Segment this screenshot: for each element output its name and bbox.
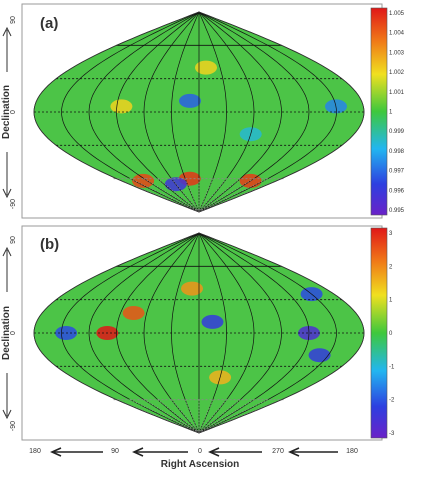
- panel-a-hotspot: [132, 173, 155, 188]
- panel-b-south-cap-ray: [198, 399, 268, 434]
- panel-a-y-arrowhead-down: [2, 188, 12, 199]
- panel-b-colorbar-tick-label: -3: [389, 431, 395, 437]
- panel-b-map-outline: [33, 232, 365, 434]
- panel-a-colorbar-tick-label: 0.999: [389, 129, 405, 135]
- panel-b-south-cap-ray: [184, 399, 200, 434]
- x-arrowhead-left-4: [288, 447, 300, 457]
- x-arrowhead-left-1: [50, 447, 62, 457]
- panel-b-colorbar-tick-label: -2: [389, 398, 395, 404]
- xtick-180-left: 180: [29, 448, 41, 455]
- panel-b-heat-spots: [55, 281, 331, 385]
- panel-a-colorbar-tick-label: 1.004: [389, 31, 405, 37]
- panel-b-colorbar-tick-label: -1: [389, 364, 395, 370]
- panel-a-south-cap-ray: [198, 178, 227, 213]
- panel-a-south-cap-ray: [198, 178, 214, 213]
- panel-a: (a) 1.005 1.004 1.003 1.002 1.001 1 0.999 0.998…: [1, 3, 405, 219]
- panel-a-hotspot: [195, 60, 217, 75]
- panel-b-colorbar-ticks: 3 2 1 0 -1 -2 -3: [389, 231, 395, 437]
- xtick-270: 270: [272, 448, 284, 455]
- panel-a-south-cap-ray: [130, 178, 200, 213]
- panel-b-hotspot: [122, 306, 145, 320]
- panel-a-hotspot: [179, 93, 201, 108]
- panel-a-colorbar-tick-label: 1.001: [389, 90, 405, 96]
- xtick-180-right: 180: [346, 448, 358, 455]
- panel-b-colorbar-tick-label: 0: [389, 331, 393, 337]
- panel-a-ytick-top: 90: [10, 16, 17, 24]
- panel-a-colorbar-tick-label: 1: [389, 110, 393, 116]
- panel-b-graticule: [33, 232, 365, 434]
- panel-a-colorbar: 1.005 1.004 1.003 1.002 1.001 1 0.999 0.998 0.99…: [370, 7, 405, 216]
- panel-a-south-cap-ray: [184, 178, 200, 213]
- panel-b-label: (b): [40, 236, 59, 253]
- panel-a-map-outline: [33, 11, 365, 213]
- panel-a-south-cap-ray: [171, 178, 200, 213]
- xtick-0: 0: [198, 448, 202, 455]
- panel-a-colorbar-tick-label: 0.996: [389, 188, 405, 194]
- panel-b-colorbar-tick-label: 2: [389, 264, 393, 270]
- panel-b: (b) 3 2 1 0 -1 -2 -3 90 0 -90 Declination: [1, 225, 395, 441]
- panel-a-south-cap-ray: [198, 178, 268, 213]
- panel-b-south-cap-ray: [198, 399, 227, 434]
- panel-b-y-arrowhead-up: [2, 246, 12, 257]
- panel-b-ytick-bottom: -90: [10, 421, 17, 431]
- panel-a-colorbar-tick-label: 0.998: [389, 149, 405, 155]
- panel-a-y-axis: 90 0 -90 Declination: [1, 16, 17, 209]
- panel-b-ytick-top: 90: [10, 236, 17, 244]
- panel-b-ytick-middle: 0: [10, 331, 17, 335]
- panel-a-colorbar-tick-label: 0.997: [389, 169, 405, 175]
- xtick-90: 90: [111, 448, 119, 455]
- panel-a-colorbar-scale: [370, 7, 388, 216]
- panel-b-south-cap-ray: [198, 399, 214, 434]
- panel-b-y-axis: 90 0 -90 Declination: [1, 236, 17, 431]
- panel-a-ytick-bottom: -90: [10, 199, 17, 209]
- panel-b-south-cap-ray: [130, 399, 200, 434]
- panel-a-colorbar-tick-label: 1.003: [389, 50, 405, 56]
- x-arrowhead-left-3: [208, 447, 220, 457]
- panel-b-colorbar-tick-label: 1: [389, 298, 393, 304]
- x-axis: 180 90 0 270 180 Right Ascension: [29, 447, 358, 470]
- panel-a-y-axis-label: Declination: [1, 85, 12, 139]
- panel-b-y-arrowhead-down: [2, 409, 12, 420]
- panel-a-ytick-middle: 0: [10, 110, 17, 114]
- panel-b-hotspot: [181, 281, 203, 296]
- panel-b-colorbar-tick-label: 3: [389, 231, 393, 237]
- panel-a-label: (a): [40, 15, 58, 32]
- x-arrowhead-left-2: [132, 447, 144, 457]
- panel-b-hotspot: [308, 348, 331, 363]
- panel-a-y-arrowhead-up: [2, 26, 12, 37]
- panel-b-y-axis-label: Declination: [1, 306, 12, 360]
- panel-a-colorbar-tick-label: 1.002: [389, 70, 405, 76]
- x-axis-label: Right Ascension: [161, 459, 240, 470]
- panel-a-colorbar-tick-label: 0.995: [389, 208, 405, 214]
- panel-a-colorbar-ticks: 1.005 1.004 1.003 1.002 1.001 1 0.999 0.998 0.99…: [389, 11, 405, 214]
- panel-a-graticule: [33, 11, 365, 213]
- panel-b-south-cap-ray: [171, 399, 200, 434]
- panel-a-hotspot: [110, 99, 133, 114]
- panel-b-hotspot: [201, 314, 224, 329]
- panel-b-colorbar-scale: [370, 227, 388, 439]
- panel-a-colorbar-tick-label: 1.005: [389, 11, 405, 17]
- panel-b-colorbar: 3 2 1 0 -1 -2 -3: [370, 227, 395, 439]
